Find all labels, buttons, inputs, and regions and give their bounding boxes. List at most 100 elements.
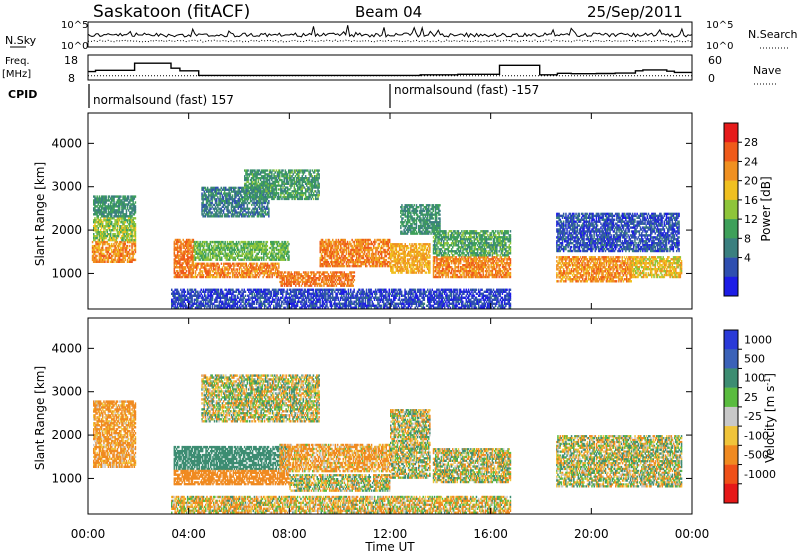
range-gate-cell	[254, 242, 256, 246]
range-gate-cell	[233, 268, 235, 271]
range-gate-cell	[117, 235, 120, 238]
range-gate-cell	[121, 260, 123, 263]
range-gate-cell	[225, 262, 227, 265]
range-gate-cell	[205, 268, 207, 271]
range-gate-cell	[98, 256, 101, 260]
range-gate-cell	[213, 256, 215, 259]
range-gate-cell	[99, 217, 102, 220]
range-gate-cell	[227, 270, 229, 273]
range-gate-cell	[96, 236, 98, 240]
range-gate-cell	[218, 242, 221, 246]
range-gate-cell	[206, 258, 208, 261]
range-gate-cell	[235, 246, 238, 250]
range-gate-cell	[100, 223, 103, 226]
range-gate-cell	[124, 250, 126, 254]
range-gate-cell	[124, 231, 127, 234]
range-gate-cell	[185, 270, 188, 273]
range-gate-cell	[117, 201, 120, 204]
range-gate-cell	[178, 240, 180, 244]
range-gate-cell	[249, 248, 251, 252]
range-gate-cell	[207, 272, 209, 275]
range-gate-cell	[122, 242, 124, 246]
range-gate-cell	[208, 274, 210, 277]
range-gate-cell	[246, 246, 248, 250]
range-gate-cell	[197, 242, 199, 246]
range-gate-cell	[108, 207, 111, 210]
range-gate-cell	[225, 268, 227, 271]
range-gate-cell	[269, 274, 271, 277]
range-gate-cell	[199, 240, 201, 244]
range-gate-cell	[221, 268, 224, 271]
range-gate-cell	[219, 270, 222, 273]
range-gate-cell	[133, 242, 136, 246]
range-gate-cell	[98, 233, 101, 236]
range-gate-cell	[121, 254, 123, 258]
range-gate-cell	[98, 211, 101, 214]
range-gate-cell	[257, 272, 260, 275]
range-gate-cell	[109, 238, 112, 242]
range-gate-cell	[118, 195, 121, 198]
range-gate-cell	[134, 246, 137, 250]
range-gate-cell	[201, 272, 204, 275]
range-gate-cell	[230, 268, 233, 271]
range-gate-cell	[193, 246, 196, 250]
range-gate-cell	[212, 262, 215, 265]
range-gate-cell	[250, 264, 252, 267]
range-gate-cell	[254, 256, 256, 259]
range-gate-cell	[107, 225, 110, 228]
range-gate-cell	[126, 260, 129, 263]
range-gate-cell	[129, 221, 131, 224]
range-gate-cell	[120, 221, 122, 224]
range-gate-cell	[249, 250, 251, 254]
range-gate-cell	[197, 252, 199, 255]
range-gate-cell	[256, 274, 259, 277]
range-gate-cell	[223, 254, 225, 257]
range-gate-cell	[235, 250, 238, 254]
range-gate-cell	[127, 203, 130, 206]
range-gate-cell	[134, 227, 137, 230]
range-gate-cell	[178, 250, 180, 253]
range-gate-cell	[106, 207, 108, 210]
range-gate-cell	[212, 266, 215, 269]
range-gate-cell	[238, 250, 240, 254]
range-gate-cell	[176, 271, 179, 275]
range-gate-cell	[192, 275, 195, 279]
range-gate-cell	[118, 205, 121, 208]
range-gate-cell	[255, 262, 258, 265]
range-gate-cell	[121, 238, 123, 242]
range-gate-cell	[210, 274, 213, 277]
range-gate-cell	[94, 258, 96, 262]
range-gate-cell	[229, 256, 231, 259]
range-gate-cell	[91, 250, 94, 254]
range-gate-cell	[123, 233, 125, 236]
range-gate-cell	[235, 262, 237, 265]
range-gate-cell	[218, 252, 221, 255]
range-gate-cell	[93, 199, 95, 202]
range-gate-cell	[242, 262, 244, 265]
range-gate-cell	[214, 275, 216, 279]
range-gate-cell	[239, 262, 242, 265]
range-gate-cell	[132, 207, 134, 210]
range-gate-cell	[111, 223, 113, 226]
range-gate-cell	[107, 213, 110, 216]
range-gate-cell	[105, 229, 107, 232]
range-gate-cell	[122, 235, 124, 238]
range-gate-cell	[247, 242, 249, 246]
range-gate-cell	[254, 258, 256, 261]
range-gate-cell	[124, 205, 127, 208]
range-gate-cell	[94, 211, 96, 214]
range-gate-cell	[103, 225, 105, 228]
range-gate-cell	[94, 217, 96, 220]
range-gate-cell	[277, 262, 279, 265]
range-gate-cell	[129, 215, 131, 218]
range-gate-cell	[190, 244, 192, 247]
range-gate-cell	[245, 275, 247, 279]
range-gate-cell	[108, 254, 111, 258]
range-gate-cell	[251, 250, 254, 254]
range-gate-cell	[203, 256, 206, 259]
range-gate-cell	[214, 264, 216, 267]
range-gate-cell	[112, 211, 114, 214]
range-gate-cell	[260, 264, 262, 267]
range-gate-cell	[117, 256, 120, 260]
range-gate-cell	[210, 246, 213, 250]
